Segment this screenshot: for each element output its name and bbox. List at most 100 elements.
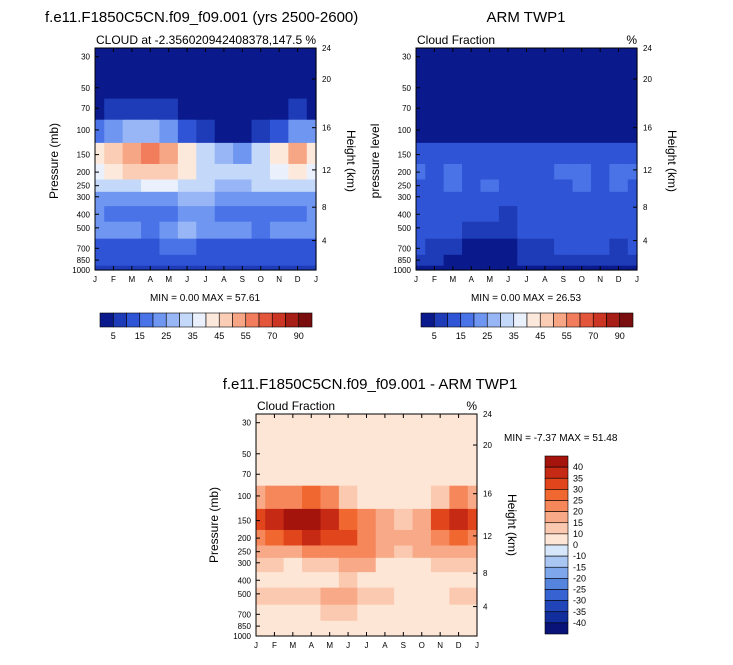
- heatmap-cell: [338, 464, 358, 486]
- heatmap-cell: [196, 142, 216, 164]
- heatmap-cell: [122, 221, 142, 239]
- heatmap-cell: [196, 205, 216, 222]
- y2-tick-label: 8: [483, 569, 488, 578]
- y-tick-label: 100: [398, 126, 412, 135]
- panel-model-figure-title: f.e11.F1850C5CN.f09_f09.001 (yrs 2500-26…: [45, 9, 358, 26]
- heatmap-cell: [256, 571, 266, 588]
- heatmap-cell: [265, 604, 285, 621]
- heatmap-cell: [306, 254, 317, 266]
- panel-model-plot: J F M A M J J A S O N D J 30 50 70 100 150 200 250 300 400 500…: [72, 44, 331, 284]
- heatmap-cell: [265, 587, 285, 605]
- colorbar-box: [139, 312, 154, 328]
- heatmap-cell: [627, 178, 638, 192]
- heatmap-cell: [627, 163, 638, 180]
- y-tick-label: 500: [398, 224, 412, 233]
- colorbar-box: [205, 312, 220, 328]
- heatmap-cell: [467, 438, 478, 465]
- heatmap-cell: [517, 178, 537, 192]
- colorbar-label: 0: [573, 540, 578, 550]
- heatmap-cell: [498, 163, 518, 180]
- heatmap-cell: [517, 163, 537, 180]
- x-tick-label: J: [506, 275, 510, 284]
- heatmap-cell: [306, 178, 317, 192]
- x-tick-label: S: [401, 641, 406, 650]
- heatmap-cell: [95, 119, 105, 143]
- heatmap-cell: [375, 529, 395, 546]
- heatmap-cell: [480, 163, 500, 180]
- y2-tick-label: 16: [322, 124, 331, 133]
- heatmap-cell: [256, 508, 266, 530]
- y-tick-label: 50: [81, 84, 90, 93]
- heatmap-cell: [394, 587, 414, 605]
- heatmap-cell: [251, 98, 271, 120]
- colorbar-box: [513, 312, 528, 328]
- heatmap-cell: [462, 191, 482, 207]
- heatmap-cell: [425, 98, 445, 120]
- heatmap-cell: [320, 508, 340, 530]
- heatmap-cell: [141, 238, 161, 255]
- heatmap-cell: [449, 571, 469, 588]
- heatmap-cell: [233, 142, 253, 164]
- heatmap-cell: [609, 178, 629, 192]
- colorbar-box: [544, 466, 569, 479]
- heatmap-cell: [177, 205, 197, 222]
- heatmap-cell: [269, 72, 289, 99]
- heatmap-cell: [141, 119, 161, 143]
- y-tick-label: 100: [77, 126, 91, 135]
- heatmap-cell: [627, 238, 638, 255]
- heatmap-cell: [320, 587, 340, 605]
- colorbar-box: [526, 312, 541, 328]
- heatmap-cell: [95, 98, 105, 120]
- heatmap-cell: [302, 587, 322, 605]
- heatmap-cell: [498, 72, 518, 99]
- heatmap-cell: [269, 178, 289, 192]
- heatmap-cell: [449, 438, 469, 465]
- heatmap-cell: [375, 464, 395, 486]
- heatmap-cell: [269, 119, 289, 143]
- y-tick-label: 850: [77, 256, 91, 265]
- colorbar-label: 70: [588, 331, 598, 341]
- heatmap-cell: [357, 464, 377, 486]
- colorbar-box: [500, 312, 515, 328]
- y-tick-label: 250: [77, 182, 91, 191]
- colorbar-label: 55: [562, 331, 572, 341]
- heatmap-cell: [430, 464, 450, 486]
- colorbar-box: [271, 312, 286, 328]
- panel-diff-right-string: %: [466, 399, 477, 413]
- heatmap-cell: [251, 48, 271, 73]
- heatmap-cell: [338, 557, 358, 573]
- heatmap-cell: [256, 485, 266, 509]
- colorbar-box: [285, 312, 300, 328]
- y2-tick-label: 4: [643, 237, 648, 246]
- heatmap-cell: [627, 254, 638, 266]
- colorbar-box: [218, 312, 233, 328]
- heatmap-cell: [462, 221, 482, 239]
- colorbar-box: [544, 511, 569, 524]
- heatmap-cell: [159, 72, 179, 99]
- colorbar-box: [544, 555, 569, 568]
- panel-obs-plot: J F M A M J J A S O N D J 30 50 70 100 150 200 250 300 400 500…: [393, 44, 652, 284]
- heatmap-cell: [467, 414, 478, 439]
- heatmap-cell: [104, 205, 124, 222]
- heatmap-cell: [467, 557, 478, 573]
- y-tick-label: 70: [81, 104, 90, 113]
- heatmap-cell: [233, 221, 253, 239]
- x-tick-label: A: [148, 275, 154, 284]
- heatmap-cell: [535, 119, 555, 143]
- y-tick-label: 850: [398, 256, 412, 265]
- heatmap-cell: [535, 98, 555, 120]
- heatmap-cell: [480, 72, 500, 99]
- colorbar-label: -15: [573, 562, 586, 572]
- heatmap-cell: [462, 142, 482, 164]
- heatmap-cell: [122, 48, 142, 73]
- colorbar-box: [473, 312, 488, 328]
- heatmap-cell: [265, 508, 285, 530]
- heatmap-cell: [430, 587, 450, 605]
- heatmap-cell: [141, 178, 161, 192]
- y-tick-label: 500: [238, 590, 252, 599]
- heatmap-cell: [480, 205, 500, 222]
- x-tick-label: N: [597, 275, 603, 284]
- heatmap-cell: [265, 544, 285, 558]
- colorbar-box: [433, 312, 448, 328]
